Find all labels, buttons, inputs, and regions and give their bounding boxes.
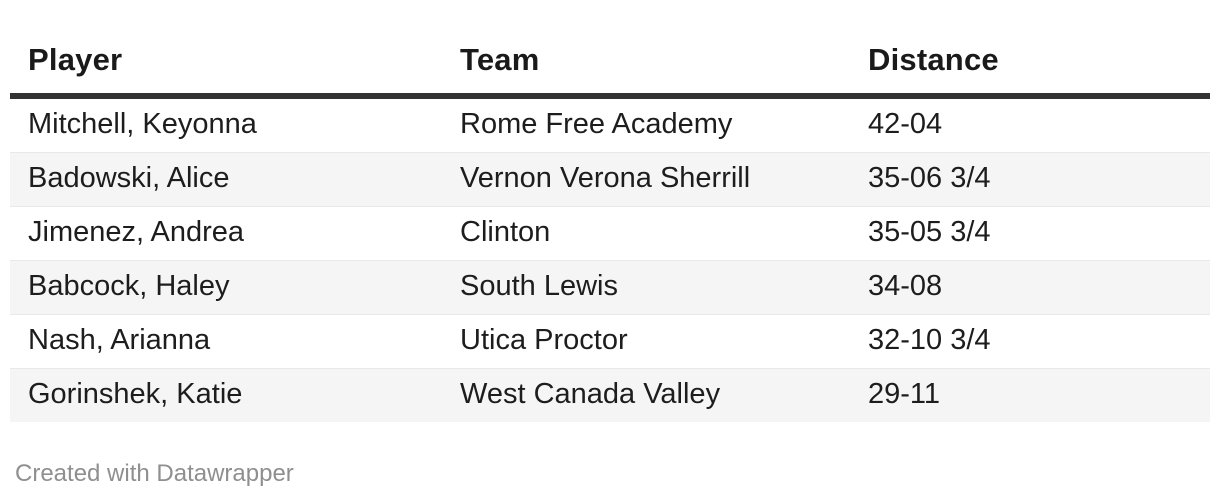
column-header-team: Team (460, 42, 540, 77)
column-header-distance: Distance (868, 42, 999, 77)
player-cell: Mitchell, Keyonna (28, 108, 257, 141)
table-row: Badowski, Alice Vernon Verona Sherrill 3… (10, 152, 1210, 207)
player-cell: Badowski, Alice (28, 162, 230, 195)
column-header-player: Player (28, 42, 123, 77)
player-cell: Babcock, Haley (28, 270, 230, 303)
distance-cell: 32-10 3/4 (868, 324, 991, 357)
team-cell: South Lewis (460, 270, 618, 303)
team-cell: Vernon Verona Sherrill (460, 162, 751, 195)
distance-cell: 35-06 3/4 (868, 162, 991, 195)
results-table: Player Team Distance Mitchell, Keyonna R… (10, 36, 1210, 422)
results-table-container: Player Team Distance Mitchell, Keyonna R… (10, 36, 1210, 422)
table-row: Jimenez, Andrea Clinton 35-05 3/4 (10, 206, 1210, 261)
distance-cell: 42-04 (868, 108, 943, 141)
player-cell: Jimenez, Andrea (28, 216, 245, 249)
table-row: Babcock, Haley South Lewis 34-08 (10, 260, 1210, 315)
table-row: Mitchell, Keyonna Rome Free Academy 42-0… (10, 95, 1210, 153)
table-header-row: Player Team Distance (10, 36, 1210, 96)
player-cell: Gorinshek, Katie (28, 378, 243, 411)
distance-cell: 35-05 3/4 (868, 216, 991, 249)
distance-cell: 34-08 (868, 270, 943, 303)
distance-cell: 29-11 (868, 378, 941, 411)
team-cell: Utica Proctor (460, 324, 628, 357)
team-cell: West Canada Valley (460, 378, 721, 411)
player-cell: Nash, Arianna (28, 324, 211, 357)
table-header: Player Team Distance (10, 36, 1210, 96)
datawrapper-attribution-link[interactable]: Created with Datawrapper (15, 460, 294, 487)
table-row: Gorinshek, Katie West Canada Valley 29-1… (10, 368, 1210, 422)
team-cell: Rome Free Academy (460, 108, 733, 141)
table-row: Nash, Arianna Utica Proctor 32-10 3/4 (10, 314, 1210, 369)
table-body: Mitchell, Keyonna Rome Free Academy 42-0… (10, 95, 1210, 422)
team-cell: Clinton (460, 216, 551, 249)
